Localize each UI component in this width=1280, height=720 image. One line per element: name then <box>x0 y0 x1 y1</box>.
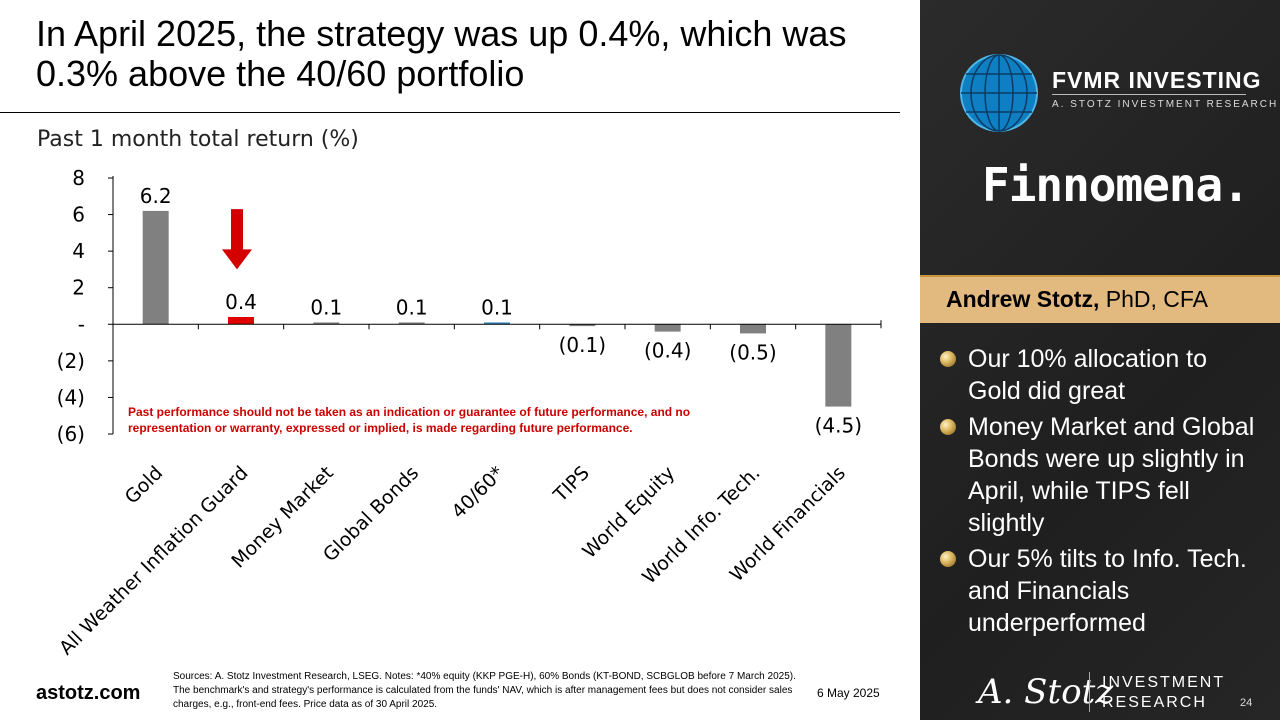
x-tick-label: TIPS <box>549 462 594 507</box>
brand-line-2: RESEARCH <box>1102 694 1207 711</box>
author-credit: Andrew Stotz, PhD, CFA <box>946 286 1208 313</box>
list-item: Our 5% tilts to Info. Tech. and Financia… <box>936 543 1266 639</box>
bar <box>398 322 425 325</box>
author-title: PhD, CFA <box>1099 286 1208 312</box>
sources-note: Sources: A. Stotz Investment Research, L… <box>173 671 796 710</box>
disclaimer-text: Past performance should not be taken as … <box>128 405 691 435</box>
bar <box>569 324 596 327</box>
data-label: 0.1 <box>481 295 513 319</box>
x-tick-label: Gold <box>121 462 167 508</box>
bullet-icon <box>940 351 956 367</box>
bullet-icon <box>940 551 956 567</box>
bar <box>313 322 340 325</box>
globe-logo-icon <box>960 54 1038 132</box>
y-tick-label: (2) <box>57 349 85 373</box>
author-name: Andrew Stotz, <box>946 286 1100 312</box>
data-label: 0.4 <box>225 290 257 314</box>
highlight-arrow <box>222 209 252 270</box>
bar <box>142 210 169 325</box>
chart-title: Past 1 month total return (%) <box>37 127 359 152</box>
x-tick-label: 40/60* <box>448 462 509 523</box>
data-label: 0.1 <box>396 295 428 319</box>
logo-divider <box>1052 94 1246 95</box>
data-label: (4.5) <box>815 414 862 438</box>
page-number: 24 <box>1240 697 1253 709</box>
bullet-icon <box>940 419 956 435</box>
slide-main: In April 2025, the strategy was up 0.4%,… <box>0 13 900 710</box>
bullet-text: Our 10% allocation to Gold did great <box>968 345 1208 405</box>
bar <box>825 324 852 407</box>
bar <box>228 316 254 325</box>
bar <box>484 322 510 325</box>
data-label: 6.2 <box>140 184 172 208</box>
fvmr-logo-sub: A. STOTZ INVESTMENT RESEARCH <box>1052 99 1279 110</box>
y-tick-label: 8 <box>72 166 85 190</box>
y-tick-label: - <box>78 312 85 336</box>
y-tick-label: 4 <box>72 239 85 263</box>
website-link[interactable]: astotz.com <box>36 682 141 704</box>
bullet-text: Our 5% tilts to Info. Tech. and Financia… <box>968 545 1247 637</box>
brand-divider <box>1089 672 1090 712</box>
list-item: Money Market and Global Bonds were up sl… <box>936 411 1266 539</box>
data-label: (0.5) <box>729 340 776 364</box>
bullet-list: Our 10% allocation to Gold did great Mon… <box>936 343 1266 643</box>
partner-logo: Finnomena. <box>982 158 1250 212</box>
brand-line-1: INVESTMENT <box>1102 674 1226 691</box>
slide-date: 6 May 2025 <box>817 686 880 700</box>
sidebar-panel: FVMR INVESTING A. STOTZ INVESTMENT RESEA… <box>920 0 1280 720</box>
y-tick-label: 6 <box>72 203 85 227</box>
bar <box>740 324 766 334</box>
author-band: Andrew Stotz, PhD, CFA <box>920 275 1280 323</box>
data-label: (0.4) <box>644 339 691 363</box>
y-tick-label: 2 <box>72 276 85 300</box>
slide-title: In April 2025, the strategy was up 0.4%,… <box>36 13 847 94</box>
data-label: (0.1) <box>559 333 606 357</box>
x-tick-label: All Weather Inflation Guard <box>55 462 252 659</box>
y-tick-label: (6) <box>57 422 85 446</box>
title-divider <box>0 112 900 113</box>
data-label: 0.1 <box>310 295 342 319</box>
bullet-text: Money Market and Global Bonds were up sl… <box>968 413 1255 537</box>
list-item: Our 10% allocation to Gold did great <box>936 343 1266 407</box>
bar-chart: 8 6 4 2 - (2) (4) (6) 6.2 Gold 0.4 All Weather Infl… <box>55 166 882 659</box>
y-tick-label: (4) <box>57 385 85 409</box>
fvmr-logo-name: FVMR INVESTING <box>1052 67 1262 93</box>
signature-logo: A. Stotz <box>978 672 1114 712</box>
bar <box>654 324 681 332</box>
